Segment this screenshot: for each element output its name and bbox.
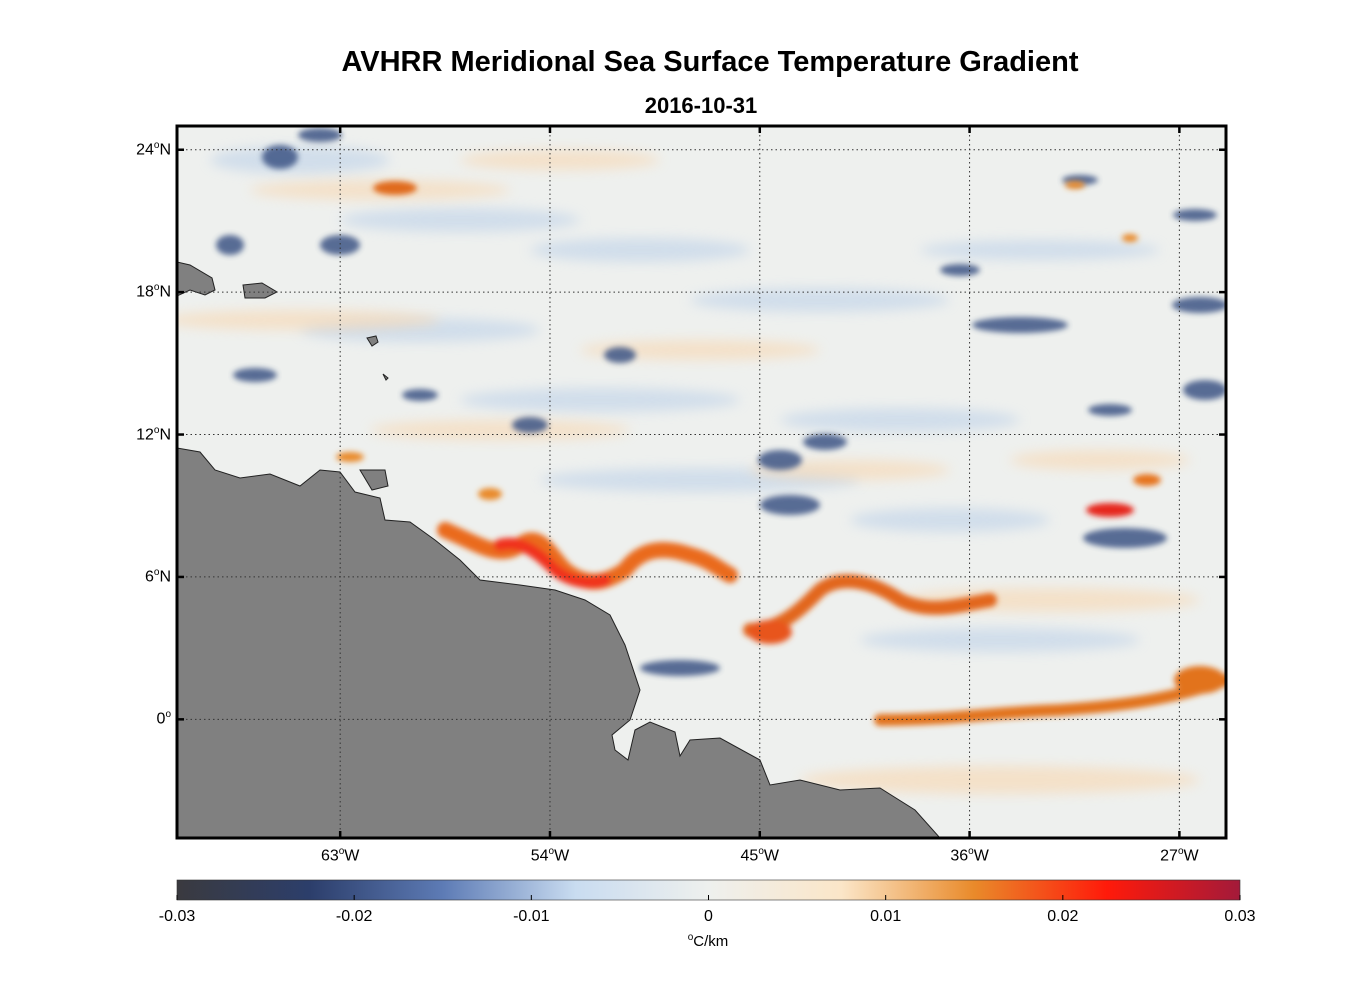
lat-tick-label: 6oN (144, 566, 171, 586)
lon-tick-label: 63oW (320, 846, 360, 865)
chart-title: AVHRR Meridional Sea Surface Temperature… (341, 46, 1079, 78)
map-frame (175, 124, 1228, 840)
lon-tick-label: 27oW (1160, 846, 1199, 865)
chart-date: 2016-10-31 (644, 93, 758, 118)
axis-ticks (177, 126, 1226, 838)
gradient-field (177, 126, 1226, 838)
lon-tick-label: 45oW (740, 846, 779, 865)
colorbar-tick-label: 0.01 (870, 908, 902, 925)
colorbar-tick-label: -0.03 (158, 908, 196, 925)
graticule (177, 126, 1226, 838)
colorbar-tick-label: -0.01 (513, 908, 550, 925)
lon-tick-label: 54oW (530, 846, 570, 865)
colorbar-tick-label: 0.02 (1047, 908, 1079, 925)
colorbar-ticks (176, 895, 1241, 900)
colorbar-tick-label: -0.02 (335, 908, 373, 925)
lat-tick-label: 12oN (136, 424, 171, 443)
colorbar-tick-label: 0.03 (1224, 908, 1256, 925)
land-south-america (177, 447, 941, 838)
lat-tick-label: 18oN (136, 282, 171, 301)
lon-tick-label: 36oW (950, 846, 989, 865)
colorbar-unit: oC/km (687, 932, 729, 950)
colorbar-tick-label: 0 (704, 908, 713, 925)
lat-tick-label: 0o (156, 709, 171, 728)
land-caribbean-islands (177, 261, 389, 381)
lat-tick-label: 24oN (136, 139, 171, 159)
